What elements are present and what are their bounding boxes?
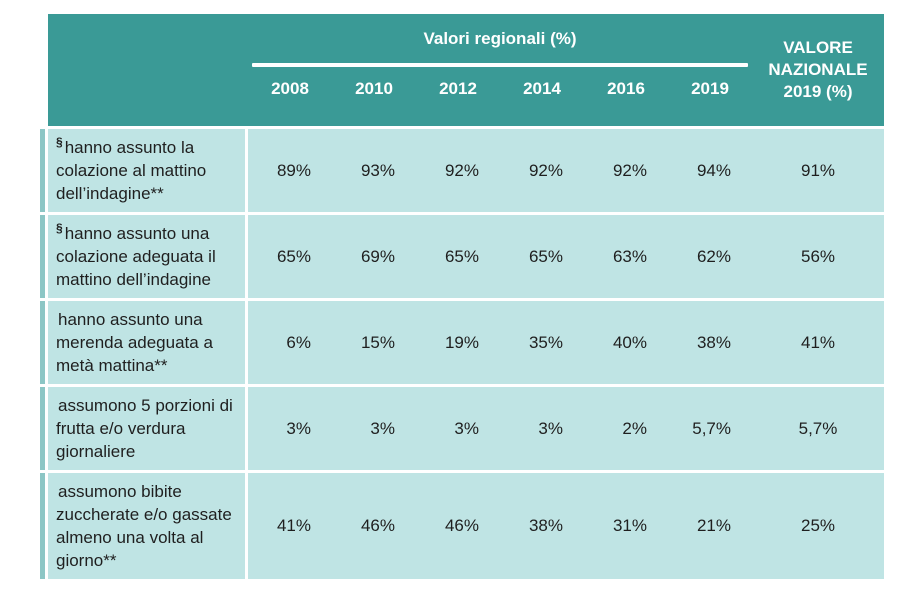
value-2019: 62%	[668, 215, 752, 298]
year-header-2008: 2008	[271, 79, 309, 98]
value-2012: 65%	[416, 215, 500, 298]
value-2012: 19%	[416, 301, 500, 384]
value-2019: 38%	[668, 301, 752, 384]
value-2019: 5,7%	[668, 387, 752, 470]
national-header-line3: 2019 (%)	[783, 82, 853, 101]
value-2016: 40%	[584, 301, 668, 384]
value-2010: 93%	[332, 129, 416, 212]
value-national: 56%	[752, 215, 884, 298]
row-accent-strip	[40, 215, 48, 298]
year-columns-header: 2008 2010 2012 2014 2016 2019	[248, 78, 752, 100]
national-header-line2: NAZIONALE	[768, 60, 868, 79]
year-header-2016: 2016	[607, 79, 645, 98]
value-2014: 35%	[500, 301, 584, 384]
value-2019: 21%	[668, 473, 752, 579]
value-2014: 65%	[500, 215, 584, 298]
regional-title-underline	[252, 63, 748, 67]
value-2014: 92%	[500, 129, 584, 212]
year-header-2010: 2010	[355, 79, 393, 98]
section-mark: §	[56, 221, 63, 236]
value-2019: 94%	[668, 129, 752, 212]
national-header-line1: VALORE	[783, 38, 853, 57]
header-regional-block: Valori regionali (%) 2008 2010 2012 2014…	[248, 14, 752, 126]
value-2008: 41%	[248, 473, 332, 579]
section-mark: §	[56, 135, 63, 150]
regional-values-title: Valori regionali (%)	[423, 29, 577, 48]
table-header: Valori regionali (%) 2008 2010 2012 2014…	[48, 14, 884, 126]
row-accent-strip	[40, 301, 48, 384]
value-2010: 46%	[332, 473, 416, 579]
row-label-text: hanno assunto la colazione al mattino de…	[56, 138, 207, 203]
row-label: assumono 5 porzioni di frutta e/o verdur…	[48, 387, 248, 470]
year-header-2019: 2019	[691, 79, 729, 98]
row-label: § hanno assunto una colazione adeguata il…	[48, 215, 248, 298]
row-label-text: hanno assunto una colazione adeguata il …	[56, 224, 216, 289]
value-2016: 31%	[584, 473, 668, 579]
value-national: 41%	[752, 301, 884, 384]
value-2012: 46%	[416, 473, 500, 579]
row-label-text: assumono bibite zuccherate e/o gassate a…	[56, 482, 232, 570]
value-2016: 92%	[584, 129, 668, 212]
value-2008: 65%	[248, 215, 332, 298]
value-national: 5,7%	[752, 387, 884, 470]
year-header-2014: 2014	[523, 79, 561, 98]
row-label-text: hanno assunto una merenda adeguata a met…	[56, 310, 213, 375]
value-2014: 38%	[500, 473, 584, 579]
nutrition-habits-table: Valori regionali (%) 2008 2010 2012 2014…	[40, 14, 884, 579]
header-label-spacer	[48, 14, 248, 126]
row-accent-strip	[40, 473, 48, 579]
value-national: 25%	[752, 473, 884, 579]
value-2008: 89%	[248, 129, 332, 212]
row-accent-strip	[40, 387, 48, 470]
value-2014: 3%	[500, 387, 584, 470]
value-2008: 3%	[248, 387, 332, 470]
value-2010: 69%	[332, 215, 416, 298]
value-2010: 15%	[332, 301, 416, 384]
value-2016: 2%	[584, 387, 668, 470]
row-label: hanno assunto una merenda adeguata a met…	[48, 301, 248, 384]
row-label-text: assumono 5 porzioni di frutta e/o verdur…	[56, 396, 233, 461]
value-national: 91%	[752, 129, 884, 212]
national-value-header: VALORE NAZIONALE 2019 (%)	[752, 14, 884, 126]
row-label: § hanno assunto la colazione al mattino d…	[48, 129, 248, 212]
value-2010: 3%	[332, 387, 416, 470]
value-2016: 63%	[584, 215, 668, 298]
year-header-2012: 2012	[439, 79, 477, 98]
value-2008: 6%	[248, 301, 332, 384]
row-accent-strip	[40, 129, 48, 212]
value-2012: 92%	[416, 129, 500, 212]
value-2012: 3%	[416, 387, 500, 470]
row-label: assumono bibite zuccherate e/o gassate a…	[48, 473, 248, 579]
